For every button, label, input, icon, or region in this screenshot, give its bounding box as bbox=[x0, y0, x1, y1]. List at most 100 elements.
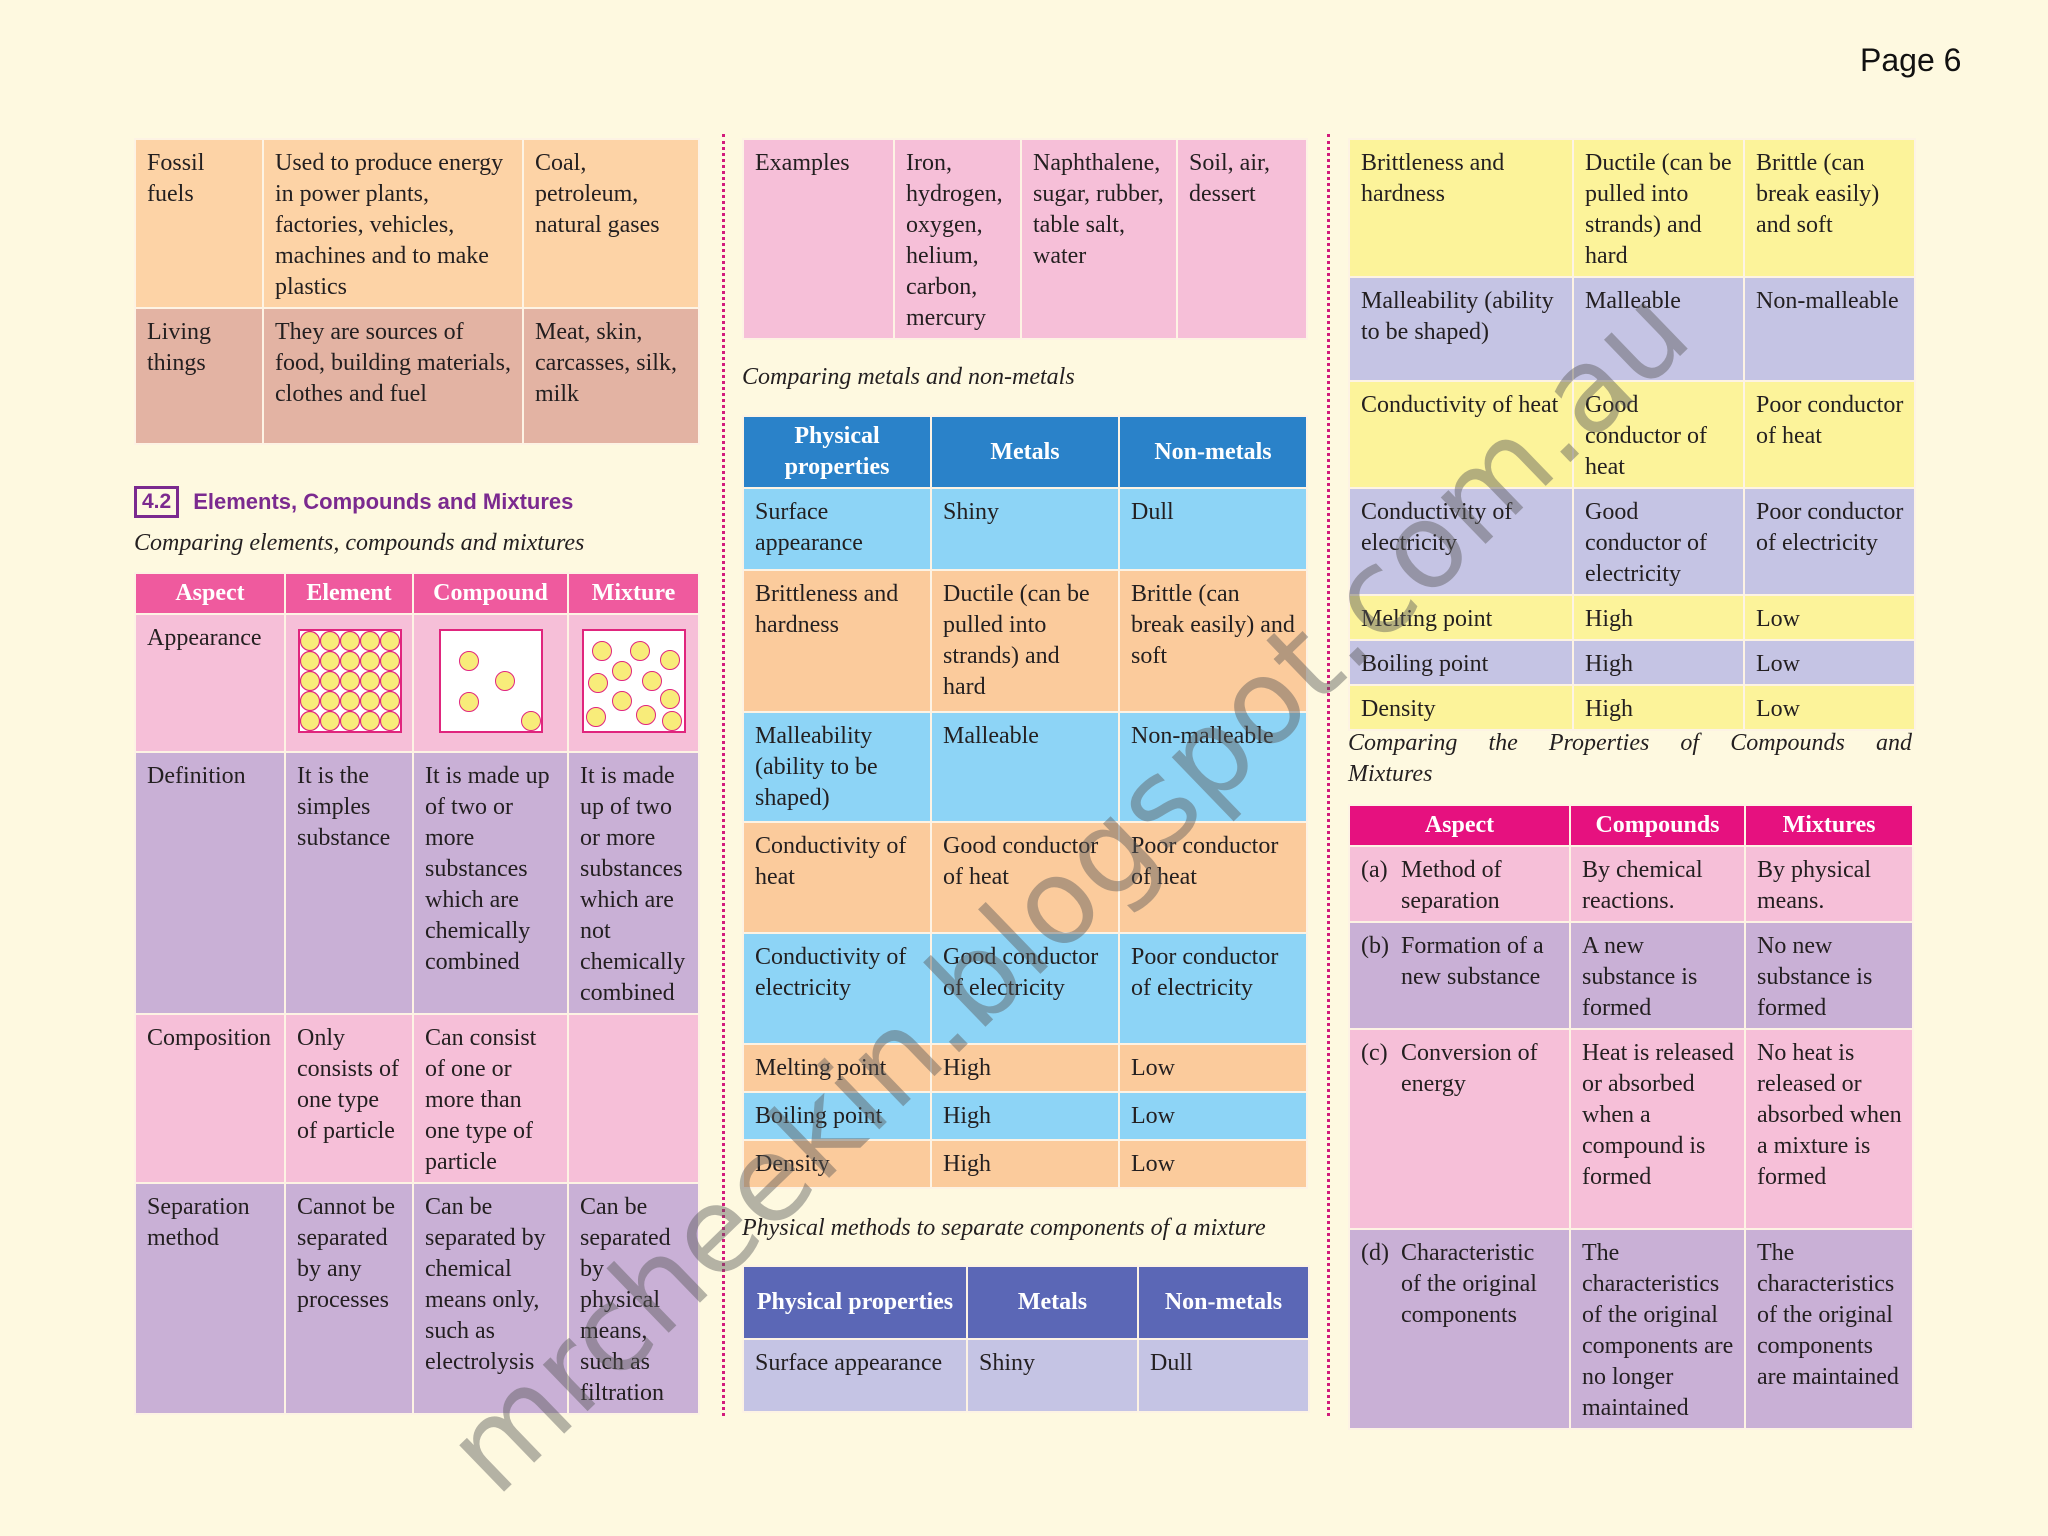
item-label: (a) bbox=[1361, 857, 1388, 883]
element-cell: Cannot be separated by any processes bbox=[284, 1182, 414, 1415]
mixtures-cell: No heat is released or absorbed when a m… bbox=[1744, 1028, 1914, 1230]
table-row: Boiling point High Low bbox=[742, 1091, 1308, 1141]
non-metals-cell: Poor conductor of electricity bbox=[1743, 487, 1916, 596]
property-label: Conductivity of heat bbox=[742, 821, 932, 934]
table-row: (d) Characteristic of the original compon… bbox=[1348, 1228, 1914, 1430]
source-examples: Meat, skin, carcasses, silk, milk bbox=[522, 307, 700, 445]
property-label: Melting point bbox=[742, 1043, 932, 1093]
table-row: Brittleness and hardness Ductile (can be… bbox=[742, 569, 1308, 713]
source-name: Fossil fuels bbox=[134, 138, 264, 309]
separation-caption: Physical methods to separate components … bbox=[742, 1215, 1266, 1241]
header-metals: Metals bbox=[930, 415, 1120, 489]
aspect-label: Appearance bbox=[134, 613, 286, 753]
non-metals-cell: Low bbox=[1743, 639, 1916, 686]
compound-examples: Naphthalene, sugar, rubber, table salt, … bbox=[1020, 138, 1178, 340]
metals-cell: Good conductor of heat bbox=[1572, 380, 1745, 489]
material-sources-table: Fossil fuels Used to produce energy in p… bbox=[134, 138, 700, 445]
metals-cell: Shiny bbox=[930, 487, 1120, 571]
metals-cell: High bbox=[1572, 639, 1745, 686]
table-row: Melting point High Low bbox=[742, 1043, 1308, 1093]
non-metals-cell: Brittle (can break easily) and soft bbox=[1743, 138, 1916, 278]
mixtures-cell: The characteristics of the original comp… bbox=[1744, 1228, 1914, 1430]
non-metals-cell: Poor conductor of electricity bbox=[1118, 932, 1308, 1045]
non-metals-cell: Poor conductor of heat bbox=[1743, 380, 1916, 489]
non-metals-cell: Non-malleable bbox=[1743, 276, 1916, 382]
property-label: Boiling point bbox=[742, 1091, 932, 1141]
property-label: Malleability (ability to be shaped) bbox=[742, 711, 932, 823]
metals-cell: High bbox=[930, 1091, 1120, 1141]
table-row: Examples Iron, hydrogen, oxygen, helium,… bbox=[742, 138, 1308, 340]
non-metals-cell: Low bbox=[1118, 1043, 1308, 1093]
elements-compounds-mixtures-table: Aspect Element Compound Mixture Appearan… bbox=[134, 572, 700, 1415]
aspect-cell: (d) Characteristic of the original compon… bbox=[1348, 1228, 1571, 1430]
compound-cell: Can be separated by chemical means only,… bbox=[412, 1182, 569, 1415]
header-physical-properties: Physical properties bbox=[742, 415, 932, 489]
table-header-row: Physical properties Metals Non-metals bbox=[742, 1265, 1310, 1340]
compounds-cell: The characteristics of the original comp… bbox=[1569, 1228, 1746, 1430]
compounds-cell: By chemical reactions. bbox=[1569, 845, 1746, 923]
ecm-caption: Comparing elements, compounds and mixtur… bbox=[134, 530, 585, 556]
section-title: Elements, Compounds and Mixtures bbox=[193, 489, 574, 514]
header-compounds: Compounds bbox=[1569, 804, 1746, 847]
aspect-cell: (c) Conversion of energy bbox=[1348, 1028, 1571, 1230]
table-row: (a) Method of separation By chemical reac… bbox=[1348, 845, 1914, 923]
page-number: Page 6 bbox=[1860, 42, 1962, 78]
mixtures-cell: No new substance is formed bbox=[1744, 921, 1914, 1030]
compound-appearance-cell bbox=[412, 613, 569, 753]
header-aspect: Aspect bbox=[1348, 804, 1571, 847]
table-header-row: Aspect Element Compound Mixture bbox=[134, 572, 700, 615]
non-metals-cell: Dull bbox=[1118, 487, 1308, 571]
metals-cell: High bbox=[1572, 594, 1745, 641]
element-cell: Only consists of one type of particle bbox=[284, 1013, 414, 1184]
table-row: (c) Conversion of energy Heat is released… bbox=[1348, 1028, 1914, 1230]
table-row: Surface appearance Shiny Dull bbox=[742, 487, 1308, 571]
table-header-row: Physical properties Metals Non-metals bbox=[742, 415, 1308, 489]
table-row: Definition It is the simples substance I… bbox=[134, 751, 700, 1015]
aspect-cell: (b) Formation of a new substance bbox=[1348, 921, 1571, 1030]
table-row: Malleability (ability to be shaped) Mall… bbox=[742, 711, 1308, 823]
header-mixtures: Mixtures bbox=[1744, 804, 1914, 847]
element-particles-diagram bbox=[297, 629, 402, 733]
property-label: Density bbox=[1348, 684, 1574, 731]
aspect-text: Formation of a new substance bbox=[1401, 933, 1544, 990]
source-examples: Coal, petroleum, natural gases bbox=[522, 138, 700, 309]
metals-cell: Ductile (can be pulled into strands) and… bbox=[1572, 138, 1745, 278]
metals-cell: Good conductor of electricity bbox=[1572, 487, 1745, 596]
element-cell: It is the simples substance bbox=[284, 751, 414, 1015]
property-label: Surface appearance bbox=[742, 1338, 968, 1413]
metals-cell: Malleable bbox=[930, 711, 1120, 823]
header-physical-properties: Physical properties bbox=[742, 1265, 968, 1340]
column-divider-left bbox=[722, 134, 725, 1416]
table-row: Boiling point High Low bbox=[1348, 639, 1916, 686]
non-metals-cell: Low bbox=[1118, 1139, 1308, 1189]
examples-table: Examples Iron, hydrogen, oxygen, helium,… bbox=[742, 138, 1308, 340]
aspect-label: Definition bbox=[134, 751, 286, 1015]
metals-cell: Malleable bbox=[1572, 276, 1745, 382]
header-non-metals: Non-metals bbox=[1118, 415, 1308, 489]
property-label: Density bbox=[742, 1139, 932, 1189]
header-non-metals: Non-metals bbox=[1137, 1265, 1310, 1340]
property-label: Melting point bbox=[1348, 594, 1574, 641]
mixture-particles-diagram bbox=[582, 629, 686, 733]
header-aspect: Aspect bbox=[134, 572, 286, 615]
metals-cell: Good conductor of heat bbox=[930, 821, 1120, 934]
non-metals-cell: Brittle (can break easily) and soft bbox=[1118, 569, 1308, 713]
aspect-text: Characteristic of the original component… bbox=[1401, 1240, 1537, 1328]
compounds-mixtures-table: Aspect Compounds Mixtures (a) Method of s… bbox=[1348, 804, 1914, 1430]
header-metals: Metals bbox=[966, 1265, 1139, 1340]
header-mixture: Mixture bbox=[567, 572, 700, 615]
separation-methods-table: Physical properties Metals Non-metals Su… bbox=[742, 1265, 1310, 1413]
property-label: Brittleness and hardness bbox=[742, 569, 932, 713]
table-row: Conductivity of electricity Good conduct… bbox=[1348, 487, 1916, 596]
property-label: Brittleness and hardness bbox=[1348, 138, 1574, 278]
aspect-label: Separation method bbox=[134, 1182, 286, 1415]
aspect-label: Composition bbox=[134, 1013, 286, 1184]
compounds-cell: Heat is released or absorbed when a comp… bbox=[1569, 1028, 1746, 1230]
item-label: (b) bbox=[1361, 933, 1389, 959]
metals-cell: High bbox=[1572, 684, 1745, 731]
metals-nonmetals-table: Physical properties Metals Non-metals Su… bbox=[742, 415, 1308, 1189]
mixtures-cell: By physical means. bbox=[1744, 845, 1914, 923]
header-compound: Compound bbox=[412, 572, 569, 615]
section-heading: 4.2 Elements, Compounds and Mixtures bbox=[134, 486, 573, 518]
source-use: Used to produce energy in power plants, … bbox=[262, 138, 524, 309]
